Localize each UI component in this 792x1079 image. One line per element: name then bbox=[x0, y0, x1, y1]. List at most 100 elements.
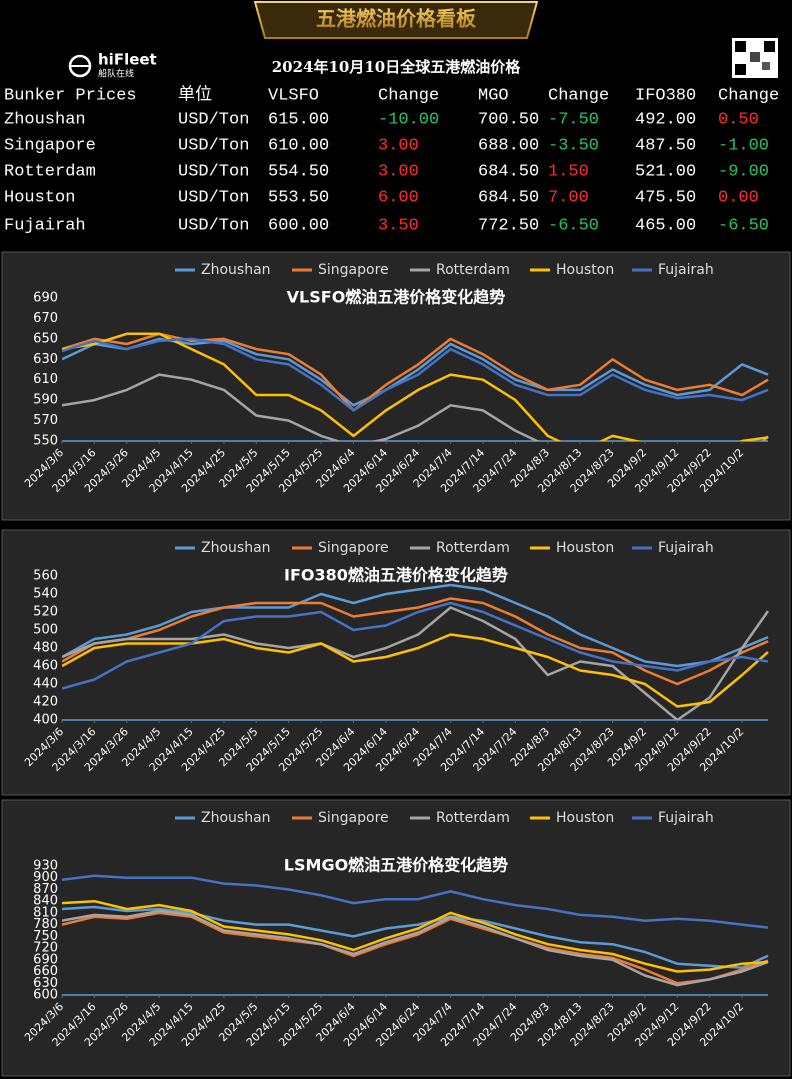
legend-label: Fujairah bbox=[658, 810, 714, 826]
legend-label: Rotterdam bbox=[436, 540, 510, 556]
qr-cell bbox=[735, 41, 746, 52]
legend-label: Singapore bbox=[318, 540, 389, 556]
series-line bbox=[62, 337, 769, 412]
y-tick-label: 460 bbox=[33, 659, 58, 674]
series-line bbox=[62, 337, 769, 407]
change-cell: 3.00 bbox=[378, 136, 419, 155]
series-line bbox=[62, 606, 770, 720]
chart-title: LSMGO燃油五港价格变化趋势 bbox=[284, 856, 508, 875]
line-chart: 4004204404604805005205405602024/3/62024/… bbox=[1, 529, 791, 796]
y-tick-label: 550 bbox=[33, 434, 58, 449]
y-tick-label: 930 bbox=[33, 859, 58, 874]
y-tick-label: 630 bbox=[33, 976, 58, 991]
change-cell: -10.00 bbox=[378, 110, 439, 129]
change-cell: -9.00 bbox=[718, 162, 769, 181]
y-tick-label: 400 bbox=[33, 713, 58, 728]
table-cell: USD/Ton bbox=[178, 216, 249, 235]
y-tick-label: 840 bbox=[33, 894, 58, 909]
line-chart: 5505705906106306506706902024/3/62024/3/1… bbox=[1, 251, 791, 521]
change-cell: 3.00 bbox=[378, 162, 419, 181]
y-tick-label: 590 bbox=[33, 393, 58, 408]
y-tick-label: 780 bbox=[33, 917, 58, 932]
qr-cell bbox=[764, 41, 775, 52]
change-cell: 7.00 bbox=[548, 188, 589, 207]
legend-label: Rotterdam bbox=[436, 262, 510, 278]
column-header: MGO bbox=[478, 86, 509, 105]
column-header: Change bbox=[378, 86, 439, 105]
y-tick-label: 540 bbox=[33, 587, 58, 602]
banner-title: 五港燃油价格看板 bbox=[316, 7, 477, 31]
change-cell: 0.00 bbox=[718, 188, 759, 207]
y-tick-label: 650 bbox=[33, 331, 58, 346]
legend-label: Fujairah bbox=[658, 262, 714, 278]
series-line bbox=[62, 597, 769, 686]
change-cell: 1.50 bbox=[548, 162, 589, 181]
y-tick-label: 690 bbox=[33, 291, 58, 306]
y-tick-label: 900 bbox=[33, 870, 58, 885]
y-tick-label: 630 bbox=[33, 352, 58, 367]
y-tick-label: 600 bbox=[33, 988, 58, 1003]
y-tick-label: 480 bbox=[33, 641, 58, 656]
table-cell: Singapore bbox=[4, 136, 96, 155]
table-cell: 688.00 bbox=[478, 136, 539, 155]
y-tick-label: 750 bbox=[33, 929, 58, 944]
logo-text: hiFleet bbox=[98, 51, 157, 69]
table-cell: USD/Ton bbox=[178, 188, 249, 207]
change-cell: 6.00 bbox=[378, 188, 419, 207]
table-cell: 475.50 bbox=[635, 188, 696, 207]
qr-cell bbox=[735, 64, 746, 75]
table-cell: 610.00 bbox=[268, 136, 329, 155]
series-line bbox=[62, 332, 769, 441]
table-cell: 554.50 bbox=[268, 162, 329, 181]
y-tick-label: 570 bbox=[33, 413, 58, 428]
y-tick-label: 660 bbox=[33, 964, 58, 979]
table-cell: Zhoushan bbox=[4, 110, 86, 129]
series-line bbox=[62, 633, 769, 708]
series-line bbox=[62, 911, 769, 985]
price-table: Bunker Prices 单位 VLSFO Change MGO Change IFO38… bbox=[4, 84, 779, 235]
legend-label: Singapore bbox=[318, 810, 389, 826]
column-header: Change bbox=[548, 86, 609, 105]
column-header: Change bbox=[718, 86, 779, 105]
column-header: 单位 bbox=[178, 84, 212, 105]
logo-sub: 船队在线 bbox=[98, 68, 134, 80]
qr-code bbox=[732, 38, 778, 78]
column-header: Bunker Prices bbox=[4, 86, 137, 105]
table-cell: 772.50 bbox=[478, 216, 539, 235]
qr-cell bbox=[762, 62, 770, 70]
table-cell: USD/Ton bbox=[178, 110, 249, 129]
table-cell: 684.50 bbox=[478, 188, 539, 207]
change-cell: -6.50 bbox=[718, 216, 769, 235]
table-cell: 465.00 bbox=[635, 216, 696, 235]
series-line bbox=[62, 874, 769, 929]
series-line bbox=[62, 899, 769, 973]
logo: hiFleet 船队在线 bbox=[68, 51, 157, 80]
table-cell: USD/Ton bbox=[178, 136, 249, 155]
chart-title: VLSFO燃油五港价格变化趋势 bbox=[287, 288, 506, 307]
y-tick-label: 870 bbox=[33, 882, 58, 897]
line-chart: 6006306606907207507808108408709009302024… bbox=[1, 799, 791, 1077]
y-tick-label: 560 bbox=[33, 569, 58, 584]
series-line bbox=[62, 373, 769, 441]
charts: 5505705906106306506706902024/3/62024/3/1… bbox=[1, 251, 791, 1077]
table-cell: USD/Ton bbox=[178, 162, 249, 181]
table-cell: Houston bbox=[4, 188, 75, 207]
qr-cell bbox=[750, 52, 760, 62]
y-tick-label: 690 bbox=[33, 952, 58, 967]
legend-label: Fujairah bbox=[658, 540, 714, 556]
y-tick-label: 440 bbox=[33, 677, 58, 692]
table-cell: 615.00 bbox=[268, 110, 329, 129]
y-tick-label: 670 bbox=[33, 311, 58, 326]
legend-label: Houston bbox=[556, 810, 614, 826]
change-cell: -1.00 bbox=[718, 136, 769, 155]
y-tick-label: 420 bbox=[33, 695, 58, 710]
legend-label: Singapore bbox=[318, 262, 389, 278]
series-line bbox=[62, 905, 769, 969]
legend-label: Zhoushan bbox=[201, 262, 271, 278]
table-cell: 521.00 bbox=[635, 162, 696, 181]
series-line bbox=[62, 601, 769, 690]
series-line bbox=[62, 909, 769, 987]
y-tick-label: 810 bbox=[33, 905, 58, 920]
table-cell: 487.50 bbox=[635, 136, 696, 155]
